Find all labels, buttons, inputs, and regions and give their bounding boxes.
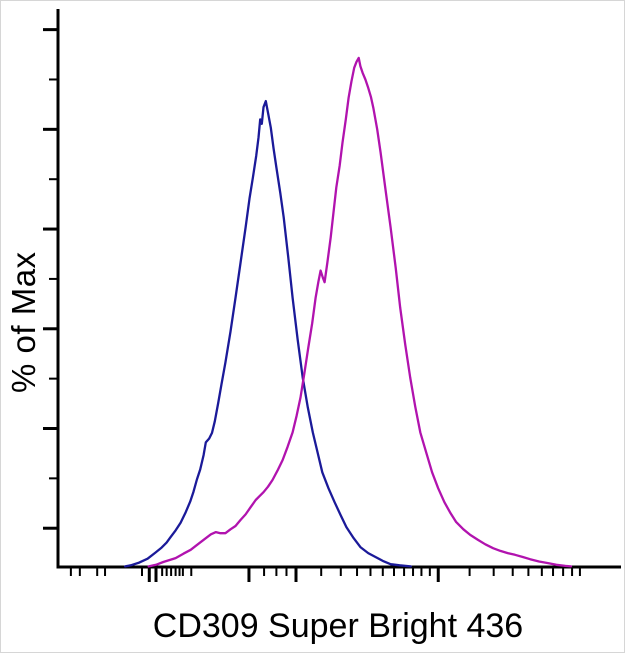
blue-histogram-curve — [124, 99, 412, 568]
y-axis-label: % of Max — [5, 251, 42, 393]
x-axis-label: CD309 Super Bright 436 — [152, 607, 524, 645]
magenta-histogram-curve — [147, 56, 573, 568]
